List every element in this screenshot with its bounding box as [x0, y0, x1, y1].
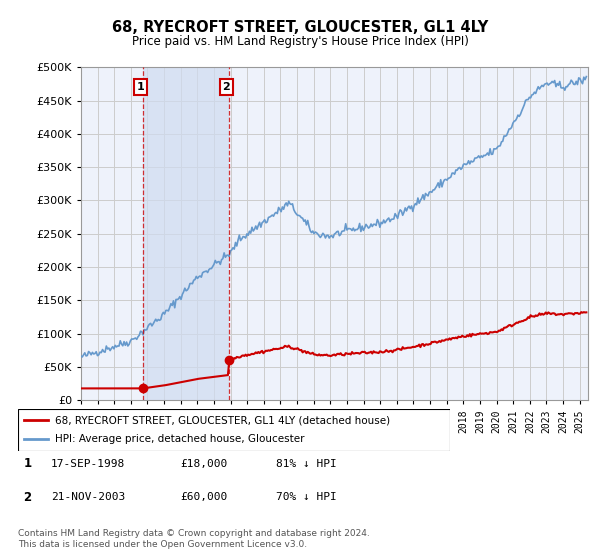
Text: Contains HM Land Registry data © Crown copyright and database right 2024.
This d: Contains HM Land Registry data © Crown c…	[18, 529, 370, 549]
Bar	[143, 67, 229, 400]
Text: 17-SEP-1998: 17-SEP-1998	[51, 459, 125, 469]
FancyBboxPatch shape	[18, 409, 450, 451]
Text: £18,000: £18,000	[180, 459, 227, 469]
Text: HPI: Average price, detached house, Gloucester: HPI: Average price, detached house, Glou…	[55, 435, 304, 445]
Text: 21-NOV-2003: 21-NOV-2003	[51, 492, 125, 502]
Text: 1: 1	[136, 82, 144, 92]
Text: Price paid vs. HM Land Registry's House Price Index (HPI): Price paid vs. HM Land Registry's House …	[131, 35, 469, 48]
Text: £60,000: £60,000	[180, 492, 227, 502]
Text: 2: 2	[223, 82, 230, 92]
Text: 1: 1	[23, 457, 32, 470]
Text: 68, RYECROFT STREET, GLOUCESTER, GL1 4LY: 68, RYECROFT STREET, GLOUCESTER, GL1 4LY	[112, 20, 488, 35]
Text: 81% ↓ HPI: 81% ↓ HPI	[276, 459, 337, 469]
Text: 68, RYECROFT STREET, GLOUCESTER, GL1 4LY (detached house): 68, RYECROFT STREET, GLOUCESTER, GL1 4LY…	[55, 415, 390, 425]
Text: 2: 2	[23, 491, 32, 504]
Text: 70% ↓ HPI: 70% ↓ HPI	[276, 492, 337, 502]
